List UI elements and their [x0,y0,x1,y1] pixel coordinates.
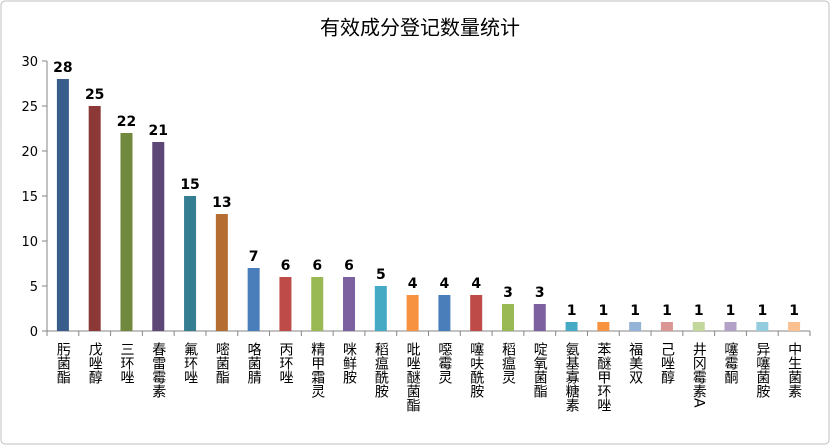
data-label: 1 [630,303,640,319]
bar [629,322,642,331]
data-label: 4 [471,276,481,292]
bar [406,295,419,331]
y-tick-label: 30 [21,55,38,70]
data-label: 6 [312,258,322,274]
data-label: 1 [789,303,799,319]
x-tick-label: 井冈霉素A [691,342,707,408]
bar [597,322,610,331]
x-tick-label: 啶氧菌酯 [532,342,548,398]
bar [565,322,578,331]
data-label: 28 [53,60,72,76]
y-tick-label: 15 [21,190,38,205]
data-label: 1 [662,303,672,319]
data-label: 15 [180,177,199,193]
data-label: 1 [726,303,736,319]
x-tick-label: 稻瘟灵 [500,342,516,384]
x-tick-label: 福美双 [627,342,643,384]
x-tick-label: 戊唑醇 [87,342,103,384]
data-label: 6 [281,258,291,274]
x-tick-label: 咯菌腈 [246,342,262,385]
data-label: 4 [408,276,418,292]
y-tick-label: 20 [21,145,38,160]
data-label: 1 [694,303,704,319]
data-label: 6 [344,258,354,274]
bar [184,196,197,331]
data-label: 13 [212,195,231,211]
x-tick-label: 吡唑醚菌酯 [405,342,421,412]
x-tick-label: 三环唑 [118,342,134,384]
bar [152,142,165,331]
x-tick-label: 肟菌酯 [55,342,71,384]
bar [724,322,737,331]
data-label: 4 [440,276,450,292]
x-tick-label: 噻霉酮 [723,341,739,384]
bar [692,322,705,331]
x-tick-label: 噻呋酰胺 [468,341,484,399]
bar [343,277,356,331]
y-tick-label: 10 [21,235,38,250]
bar [788,322,801,331]
x-tick-label: 嘧菌酯 [214,341,230,384]
x-tick-label: 丙环唑 [277,342,293,384]
y-tick-label: 5 [30,280,38,295]
x-tick-label: 苯醚甲环唑 [595,341,611,412]
x-tick-label: 异噻菌胺 [754,342,770,399]
data-label: 7 [249,249,259,265]
bar [279,277,292,331]
data-label: 22 [117,114,136,130]
x-tick-label: 稻瘟酰胺 [373,342,389,399]
bar [120,133,133,331]
chart-title: 有效成分登记数量统计 [320,16,520,40]
x-tick-label: 噁霉灵 [436,342,452,384]
bar [533,304,546,331]
y-tick-label: 0 [30,325,38,340]
data-label: 1 [598,303,608,319]
bar [215,214,228,331]
bar [660,322,673,331]
bar [501,304,514,331]
x-tick-label: 中生菌素 [786,342,802,398]
data-label: 21 [149,123,168,139]
bar [311,277,324,331]
bar [756,322,769,331]
bar [374,286,387,331]
bar [88,106,101,331]
x-tick-label: 氨基寡糖素 [564,342,580,412]
x-tick-label: 咪鲜胺 [341,342,357,385]
data-label: 25 [85,87,104,103]
data-label: 5 [376,267,386,283]
data-label: 3 [503,285,513,301]
bar [470,295,483,331]
bar [438,295,451,331]
x-tick-label: 春雷霉素 [150,342,166,398]
data-label: 3 [535,285,545,301]
x-tick-label: 氟环唑 [182,342,198,384]
data-label: 1 [567,303,577,319]
data-label: 1 [757,303,767,319]
x-tick-label: 己唑醇 [659,342,675,384]
x-tick-label: 精甲霜灵 [309,342,325,398]
bar [56,79,69,331]
bar [247,268,260,331]
y-tick-label: 25 [21,100,38,115]
